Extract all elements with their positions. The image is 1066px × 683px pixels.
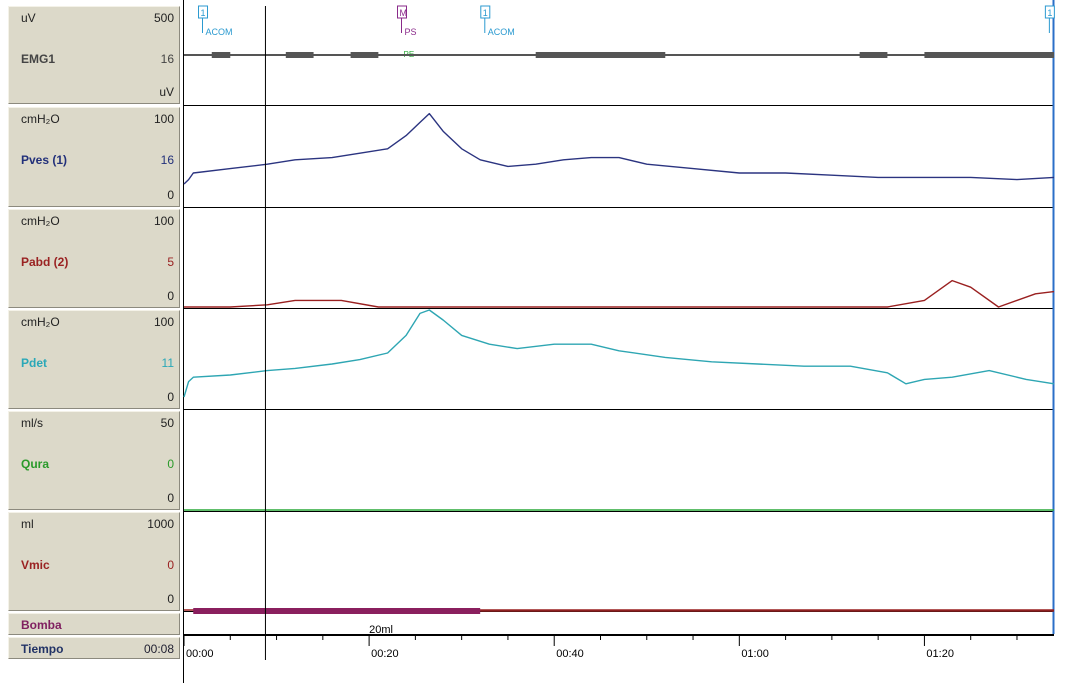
event-marker[interactable]: 1 bbox=[1044, 5, 1055, 33]
event-marker-id: M bbox=[400, 8, 408, 18]
event-marker-id: 1 bbox=[1047, 8, 1052, 18]
channel-name: Pabd (2) bbox=[21, 255, 69, 269]
channel-min: 0 bbox=[167, 592, 174, 606]
channel-box-pdet[interactable]: cmH₂O 100 Pdet 11 0 bbox=[8, 310, 180, 409]
channel-name: Pves (1) bbox=[21, 153, 68, 167]
pdet-trace bbox=[183, 309, 1055, 398]
channel-min: 0 bbox=[167, 188, 174, 202]
time-axis-tick-label: 01:20 bbox=[926, 648, 954, 660]
channel-unit: cmH₂O bbox=[21, 214, 60, 228]
event-marker-id: 1 bbox=[201, 8, 206, 18]
channel-max: 50 bbox=[160, 416, 174, 430]
channel-current-value: 16 bbox=[160, 52, 174, 66]
event-marker-box[interactable] bbox=[198, 5, 209, 19]
channel-box-bomba[interactable]: Bomba bbox=[8, 613, 180, 635]
time-axis-tick-label: 01:00 bbox=[741, 648, 769, 660]
channel-unit: uV bbox=[21, 11, 36, 25]
pabd-trace bbox=[184, 279, 1055, 308]
channel-max: 1000 bbox=[147, 517, 174, 531]
emg-burst bbox=[350, 52, 379, 58]
bomba-label: Bomba bbox=[21, 618, 62, 632]
event-marker[interactable]: M PS bbox=[397, 5, 417, 37]
channel-box-qura[interactable]: ml/s 50 Qura 0 0 bbox=[8, 411, 180, 510]
channel-box-pves[interactable]: cmH₂O 100 Pves (1) 16 0 bbox=[8, 107, 180, 207]
channel-min: 0 bbox=[167, 390, 174, 404]
channel-min: uV bbox=[159, 85, 174, 99]
channel-min: 0 bbox=[167, 289, 174, 303]
emg-burst bbox=[211, 52, 231, 58]
channel-max: 100 bbox=[153, 315, 174, 329]
channel-box-emg1[interactable]: uV 500 EMG1 16 uV bbox=[8, 6, 180, 104]
channel-unit: cmH₂O bbox=[21, 315, 60, 329]
emg-burst bbox=[924, 52, 1054, 58]
emg-burst bbox=[535, 52, 666, 58]
channel-box-pabd[interactable]: cmH₂O 100 Pabd (2) 5 0 bbox=[8, 209, 180, 308]
channel-box-vmic[interactable]: ml 1000 Vmic 0 0 bbox=[8, 512, 180, 611]
channel-current-value: 5 bbox=[167, 255, 174, 269]
tiempo-current-time: 00:08 bbox=[143, 642, 174, 656]
event-marker-label: ACOM bbox=[488, 27, 515, 37]
channel-unit: cmH₂O bbox=[21, 112, 60, 126]
bomba-bar bbox=[193, 608, 481, 614]
time-axis-tick-label: 00:00 bbox=[186, 648, 214, 660]
emg-burst bbox=[859, 52, 888, 58]
time-axis-tick-label: 00:20 bbox=[371, 648, 399, 660]
channel-current-value: 0 bbox=[167, 558, 174, 572]
emg-burst bbox=[285, 52, 314, 58]
pves-trace bbox=[183, 112, 1055, 185]
channel-max: 100 bbox=[153, 112, 174, 126]
channel-name: Vmic bbox=[21, 558, 50, 572]
time-axis-tick-label: 00:40 bbox=[556, 648, 584, 660]
bomba-annotation: 20ml bbox=[369, 624, 393, 636]
channel-max: 500 bbox=[153, 11, 174, 25]
channel-current-value: 0 bbox=[167, 457, 174, 471]
channel-max: 100 bbox=[153, 214, 174, 228]
channel-name: Pdet bbox=[21, 356, 48, 370]
trace-plot[interactable]: 1ACOMMPS1ACOM1PE20ml00:0000:2000:4001:00… bbox=[183, 0, 1058, 683]
channel-name: EMG1 bbox=[21, 52, 56, 66]
channel-min: 0 bbox=[167, 491, 174, 505]
channel-label-panel: uV 500 EMG1 16 uV cmH₂O 100 Pves (1) 16 … bbox=[0, 0, 183, 683]
channel-current-value: 16 bbox=[160, 153, 174, 167]
channel-current-value: 11 bbox=[161, 356, 174, 370]
tiempo-label: Tiempo bbox=[21, 642, 64, 656]
channel-unit: ml/s bbox=[21, 416, 43, 430]
event-marker-label: PS bbox=[405, 27, 417, 37]
channel-unit: ml bbox=[21, 517, 34, 531]
event-marker-id: 1 bbox=[483, 8, 488, 18]
channel-name: Qura bbox=[21, 457, 50, 471]
channel-box-tiempo[interactable]: Tiempo 00:08 bbox=[8, 637, 180, 659]
event-marker-label: ACOM bbox=[206, 27, 233, 37]
